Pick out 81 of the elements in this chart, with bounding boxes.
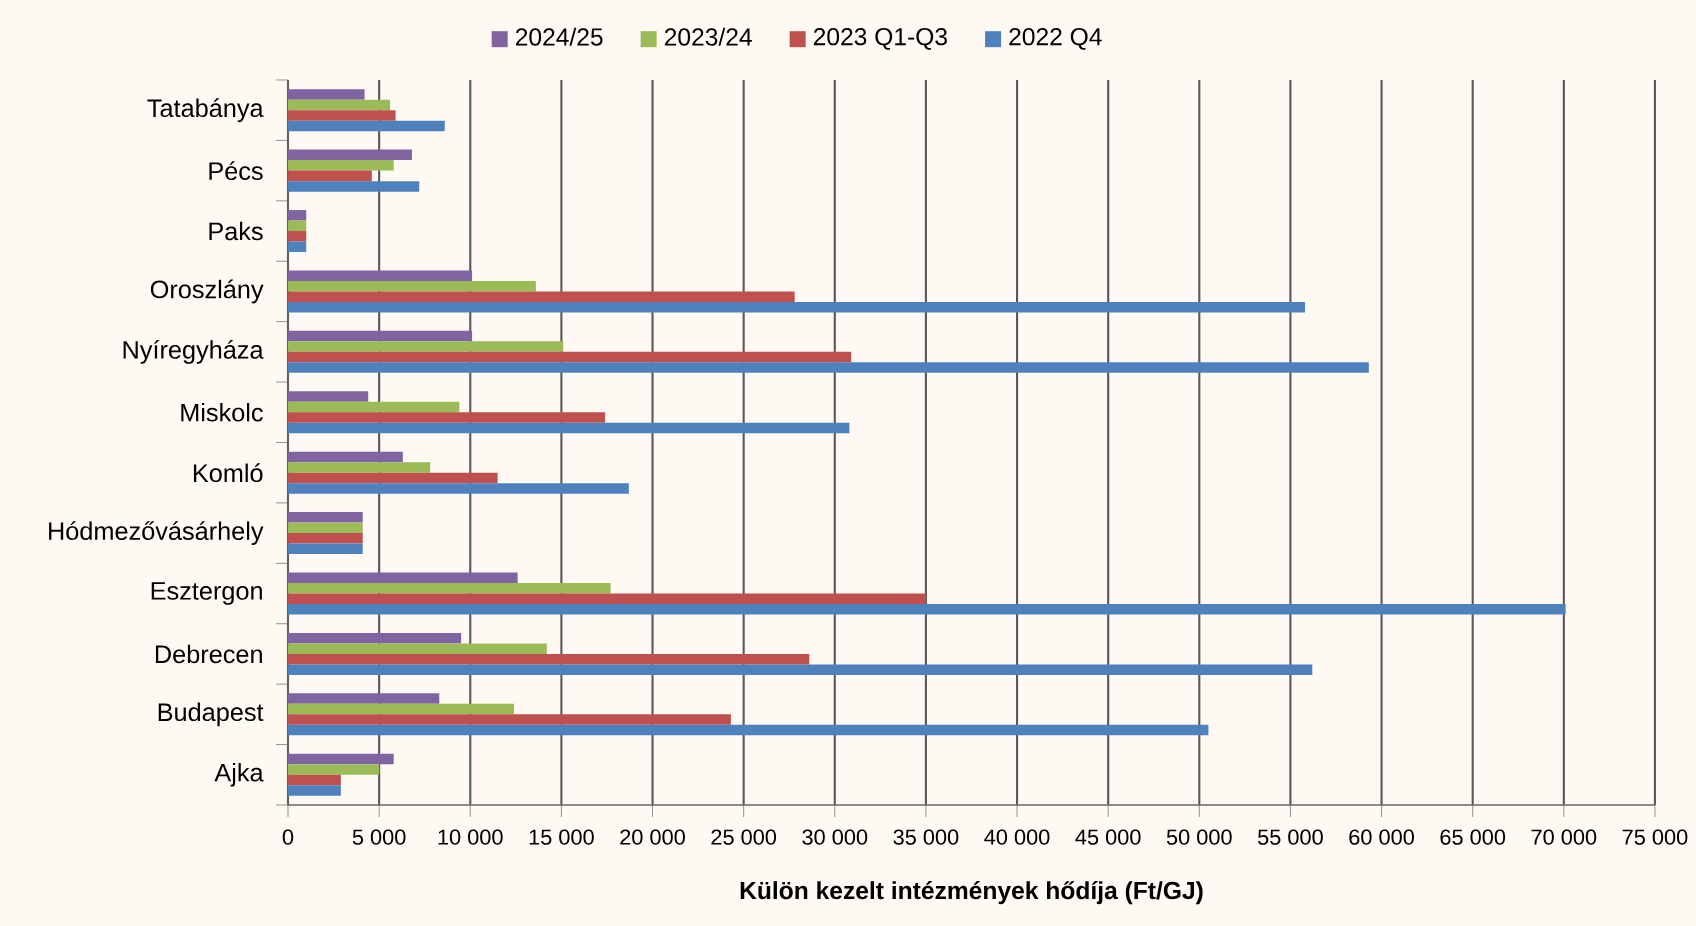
bar bbox=[288, 149, 412, 161]
x-tick-label: 35 000 bbox=[893, 829, 959, 845]
bar bbox=[288, 533, 363, 544]
y-tick-label: Hódmezővásárhely bbox=[49, 521, 264, 546]
bar bbox=[288, 99, 391, 111]
bar bbox=[288, 170, 372, 182]
y-tick-label: Pécs bbox=[209, 161, 263, 181]
bar bbox=[288, 160, 394, 171]
bar bbox=[288, 632, 462, 644]
bar bbox=[288, 120, 445, 132]
y-tick-label: Oroszlány bbox=[150, 279, 264, 304]
bar bbox=[288, 280, 536, 292]
legend-label: 2023/24 bbox=[664, 27, 752, 46]
x-tick-label: 70 000 bbox=[1531, 829, 1597, 845]
bar bbox=[288, 391, 369, 402]
x-axis-title: Külön kezelt intézmények hődíja (Ft/GJ) bbox=[740, 880, 1203, 905]
bar bbox=[288, 241, 307, 253]
bar bbox=[288, 774, 341, 786]
bar bbox=[288, 341, 564, 352]
legend-label: 2023 Q1-Q3 bbox=[813, 28, 947, 50]
legend-label: 2022 Q4 bbox=[1009, 28, 1102, 50]
legend-label: 2024/25 bbox=[515, 27, 603, 46]
x-tick-label: 15 000 bbox=[529, 829, 594, 845]
x-tick-label: 30 000 bbox=[802, 829, 868, 845]
bar bbox=[288, 89, 365, 100]
bar bbox=[288, 593, 926, 605]
x-tick-label: 0 bbox=[282, 829, 294, 845]
bar bbox=[288, 110, 396, 121]
bar bbox=[288, 220, 307, 232]
x-tick-label: 45 000 bbox=[1075, 829, 1141, 845]
y-tick-label: Nyíregyháza bbox=[123, 339, 264, 364]
bar bbox=[288, 753, 394, 765]
x-tick-label: 20 000 bbox=[620, 829, 685, 845]
bar bbox=[288, 270, 473, 281]
bar bbox=[288, 401, 460, 413]
bar bbox=[288, 412, 606, 423]
bar bbox=[288, 291, 795, 302]
bar bbox=[288, 714, 731, 725]
y-tick-label: Paks bbox=[209, 221, 263, 241]
x-tick-label: 5 000 bbox=[352, 829, 406, 845]
bar bbox=[288, 522, 363, 534]
x-tick-label: 60 000 bbox=[1349, 829, 1414, 845]
bar bbox=[288, 653, 810, 665]
y-tick-label: Komló bbox=[193, 463, 263, 483]
bar bbox=[288, 583, 611, 594]
y-tick-label: Tatabánya bbox=[147, 98, 264, 123]
bar bbox=[288, 512, 363, 523]
x-tick-label: 25 000 bbox=[711, 829, 777, 845]
y-tick-label: Esztergon bbox=[151, 582, 262, 605]
y-tick-label: Miskolc bbox=[181, 402, 263, 422]
bar bbox=[288, 422, 850, 434]
bar bbox=[288, 472, 498, 484]
x-tick-label: 55 000 bbox=[1258, 829, 1323, 845]
bar bbox=[288, 210, 307, 221]
bar bbox=[288, 724, 1209, 736]
bar bbox=[288, 643, 547, 654]
bar bbox=[288, 693, 440, 704]
bar bbox=[288, 543, 363, 555]
bar bbox=[288, 572, 518, 584]
y-tick-label: Budapest bbox=[158, 702, 264, 727]
bar bbox=[288, 330, 473, 342]
bar bbox=[288, 451, 403, 463]
bar bbox=[288, 181, 420, 192]
bar bbox=[288, 351, 852, 363]
x-tick-label: 40 000 bbox=[984, 829, 1050, 845]
x-tick-label: 75 000 bbox=[1622, 829, 1688, 845]
x-tick-label: 10 000 bbox=[438, 829, 503, 845]
bar bbox=[288, 231, 307, 242]
bar bbox=[288, 764, 380, 775]
bar bbox=[288, 483, 629, 494]
bar bbox=[288, 604, 1566, 615]
bar bbox=[288, 664, 1313, 675]
bar bbox=[288, 703, 515, 715]
y-tick-label: Debrecen bbox=[155, 644, 262, 664]
bar bbox=[288, 462, 431, 473]
bar bbox=[288, 785, 341, 796]
x-tick-label: 50 000 bbox=[1166, 829, 1232, 845]
bar bbox=[288, 362, 1369, 373]
x-tick-label: 65 000 bbox=[1440, 829, 1506, 845]
y-tick-label: Ajka bbox=[214, 762, 264, 787]
bar bbox=[288, 301, 1306, 313]
